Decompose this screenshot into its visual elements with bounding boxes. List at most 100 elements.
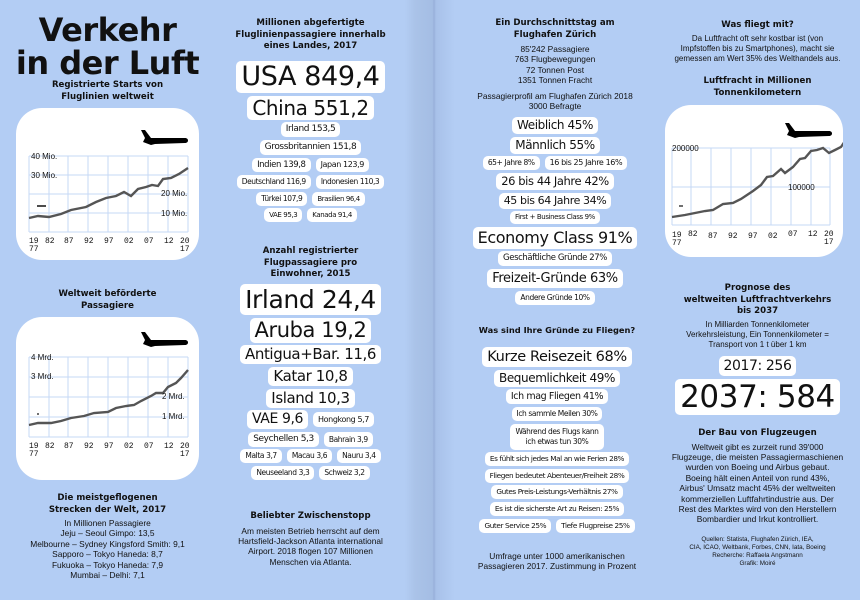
cargo-chart: 200000 100000 19 77 82 87 92 97 02 07 12 20 17 <box>665 105 843 257</box>
aircraft-text: Bombardier und Irkut kontrolliert. <box>696 514 819 525</box>
domestic-item: Brasilien 96,4 <box>312 191 365 206</box>
per-capita-list: Irland 24,4 Aruba 19,2 Antigua+Bar. 11,6… <box>208 283 413 481</box>
zurich-fact: 85'242 Passagiere <box>520 44 590 54</box>
cargo-info-section: Was fliegt mit? Da Luftfracht oft sehr k… <box>655 20 860 65</box>
route-item: Melbourne – Sydney Kingsford Smith: 9,1 <box>30 538 185 549</box>
per-capita-item: Nauru 3,4 <box>337 449 381 464</box>
route-item: Sapporo – Tokyo Haneda: 8,7 <box>52 549 163 560</box>
airplane-icon <box>141 130 188 145</box>
svg-text:97: 97 <box>104 237 114 246</box>
heading-line: Millionen abgefertigte <box>256 18 365 28</box>
aircraft-text: Airbus' Umsatz macht 45% der weltweiten <box>679 483 836 494</box>
zurich-section: Ein Durchschnittstag am Flughafen Zürich… <box>455 18 655 111</box>
svg-text:20: 20 <box>180 442 190 451</box>
hub-section: Beliebter Zwischenstopp Am meisten Betri… <box>208 511 413 567</box>
hub-text: Am meisten Betrieb herrscht auf dem <box>241 525 380 536</box>
domestic-item: China 551,2 <box>247 95 374 120</box>
heading-line: Einwohner, 2015 <box>270 269 351 279</box>
forecast-text: Verkehrsleistung, Ein Tonnenkilometer = <box>686 329 829 339</box>
zurich-heading: Flughafen Zürich <box>513 29 597 40</box>
svg-text:17: 17 <box>180 245 190 254</box>
reason-item: Kurze Reisezeit 68% <box>482 347 632 368</box>
domestic-item: VAE 95,3 <box>264 208 303 223</box>
aircraft-text: Boeing hält einen Anteil von rund 43%, <box>685 472 830 483</box>
aircraft-text: kommerziellen Luftfahrtindustrie aus. De… <box>681 493 834 504</box>
svg-text:17: 17 <box>180 450 190 459</box>
svg-text:77: 77 <box>29 245 39 254</box>
route-item: Mumbai – Delhi: 7,1 <box>70 570 145 581</box>
svg-text:07: 07 <box>144 442 154 451</box>
page-title: Verkehr in der Luft <box>0 14 215 80</box>
svg-text:07: 07 <box>144 237 154 246</box>
profile-item: Weiblich 45% <box>511 117 599 135</box>
svg-text:02: 02 <box>768 232 778 241</box>
reasons-heading: Was sind Ihre Gründe zu Fliegen? <box>478 325 636 335</box>
per-capita-item: Aruba 19,2 <box>249 317 372 343</box>
routes-section: Die meistgeflogenen Strecken der Welt, 2… <box>0 493 215 580</box>
domestic-item: Grossbritannien 151,8 <box>259 140 362 156</box>
profile-item: Geschäftliche Gründe 27% <box>498 251 612 267</box>
svg-text:87: 87 <box>64 442 74 451</box>
forecast-heading: weltweiten Luftfrachtverkehrs <box>683 294 832 305</box>
footnote-text: Passagieren 2017. Zustimmung in Prozent <box>477 561 637 572</box>
domestic-heading: Millionen abgefertigte Fluglinienpassagi… <box>208 18 413 53</box>
route-item: Fukuoka – Tokyo Haneda: 7,9 <box>51 559 164 570</box>
forecast-text: Transport von 1 t über 1 km <box>708 340 807 350</box>
profile-item: 26 bis 44 Jahre 42% <box>496 173 614 191</box>
forecast-values: 2017: 256 2037: 584 <box>655 355 860 416</box>
svg-text:20: 20 <box>180 237 190 246</box>
reason-item: Ich mag Fliegen 41% <box>505 389 609 405</box>
svg-text:19: 19 <box>29 237 39 246</box>
reason-item: Bequemlichkeit 49% <box>493 369 620 387</box>
svg-text:12: 12 <box>808 230 818 239</box>
forecast-text: In Milliarden Tonnenkilometer <box>705 319 810 329</box>
zurich-profile: Passagierprofil am Flughafen Zürich 2018 <box>477 90 633 101</box>
svg-text:20: 20 <box>824 230 834 239</box>
cargo-info-heading: Was fliegt mit? <box>721 20 794 30</box>
per-capita-item: Schweiz 3,2 <box>319 466 370 481</box>
y-label: 1 Mrd. <box>162 412 185 421</box>
cargo-info-text: Da Luftfracht oft sehr kostbar ist (von <box>691 33 824 43</box>
svg-text:82: 82 <box>45 237 55 246</box>
svg-text:92: 92 <box>84 237 94 246</box>
domestic-item: Deutschland 116,9 <box>236 174 311 190</box>
zurich-fact: 1351 Tonnen Fracht <box>517 75 593 86</box>
profile-item: Männlich 55% <box>510 136 600 154</box>
title-line-2: in der Luft <box>15 44 200 82</box>
y-label: 2 Mrd. <box>162 392 185 401</box>
airplane-icon <box>785 123 832 138</box>
per-capita-item: Island 10,3 <box>266 388 355 408</box>
title-line-1: Verkehr <box>38 11 177 49</box>
profile-item: Freizeit-Gründe 63% <box>487 269 623 289</box>
reason-item: Es ist die sicherste Art zu Reisen: 25% <box>489 502 625 517</box>
reason-item: Während des Flugs kann ich etwas tun 30% <box>510 423 604 450</box>
forecast-heading: Prognose des <box>724 283 791 293</box>
routes-subtitle: In Millionen Passagiere <box>64 518 151 528</box>
heading-line: eines Landes, 2017 <box>263 41 358 51</box>
route-item: Jeju – Seoul Gimpo: 13,5 <box>60 528 155 539</box>
reason-item: Tiefe Flugpreise 25% <box>556 518 635 533</box>
aircraft-text: Flugzeuge, die meisten Passagiermaschien… <box>671 451 844 462</box>
credits-text: Grafik: Moiré <box>739 560 776 567</box>
hub-text: Hartsfield-Jackson Atlanta international <box>238 535 383 546</box>
per-capita-item: Hongkong 5,7 <box>313 412 374 428</box>
routes-heading: Strecken der Welt, 2017 <box>48 504 167 515</box>
credits-text: Recherche: Raffaela Angstmann <box>712 552 803 559</box>
hub-text: Airport. 2018 flogen 107 Millionen <box>248 546 373 557</box>
passengers-chart: 4 Mrd. 3 Mrd. 2 Mrd. 1 Mrd. 19 77 82 87 92… <box>16 317 199 480</box>
domestic-list: USA 849,4 China 551,2 Irland 153,5 Gross… <box>208 60 413 224</box>
profile-item: 65+ Jahre 8% <box>482 156 540 171</box>
svg-text:17: 17 <box>824 238 834 247</box>
aircraft-text: Rest des Marktes wird von den Hersteller… <box>678 503 837 514</box>
reason-text: Während des Flugs kann <box>515 426 599 436</box>
heading-line: Tonnenkilometern <box>713 87 802 98</box>
heading-line: Fluglinien weltweit <box>61 91 154 102</box>
forecast-heading: bis 2037 <box>736 306 779 316</box>
aircraft-text: Weltweit gibt es zurzeit rund 39'000 <box>691 441 824 452</box>
domestic-item: Indonesien 110,3 <box>315 174 385 190</box>
zurich-fact: 763 Flugbewegungen <box>514 54 596 65</box>
cargo-chart-heading: Luftfracht in Millionen Tonnenkilometern <box>655 76 860 99</box>
credits-section: Quellen: Statista, Flughafen Zürich, IEA… <box>655 536 860 568</box>
domestic-item: Kanada 91,4 <box>307 208 357 223</box>
zurich-fact: 72 Tonnen Post <box>525 64 585 75</box>
